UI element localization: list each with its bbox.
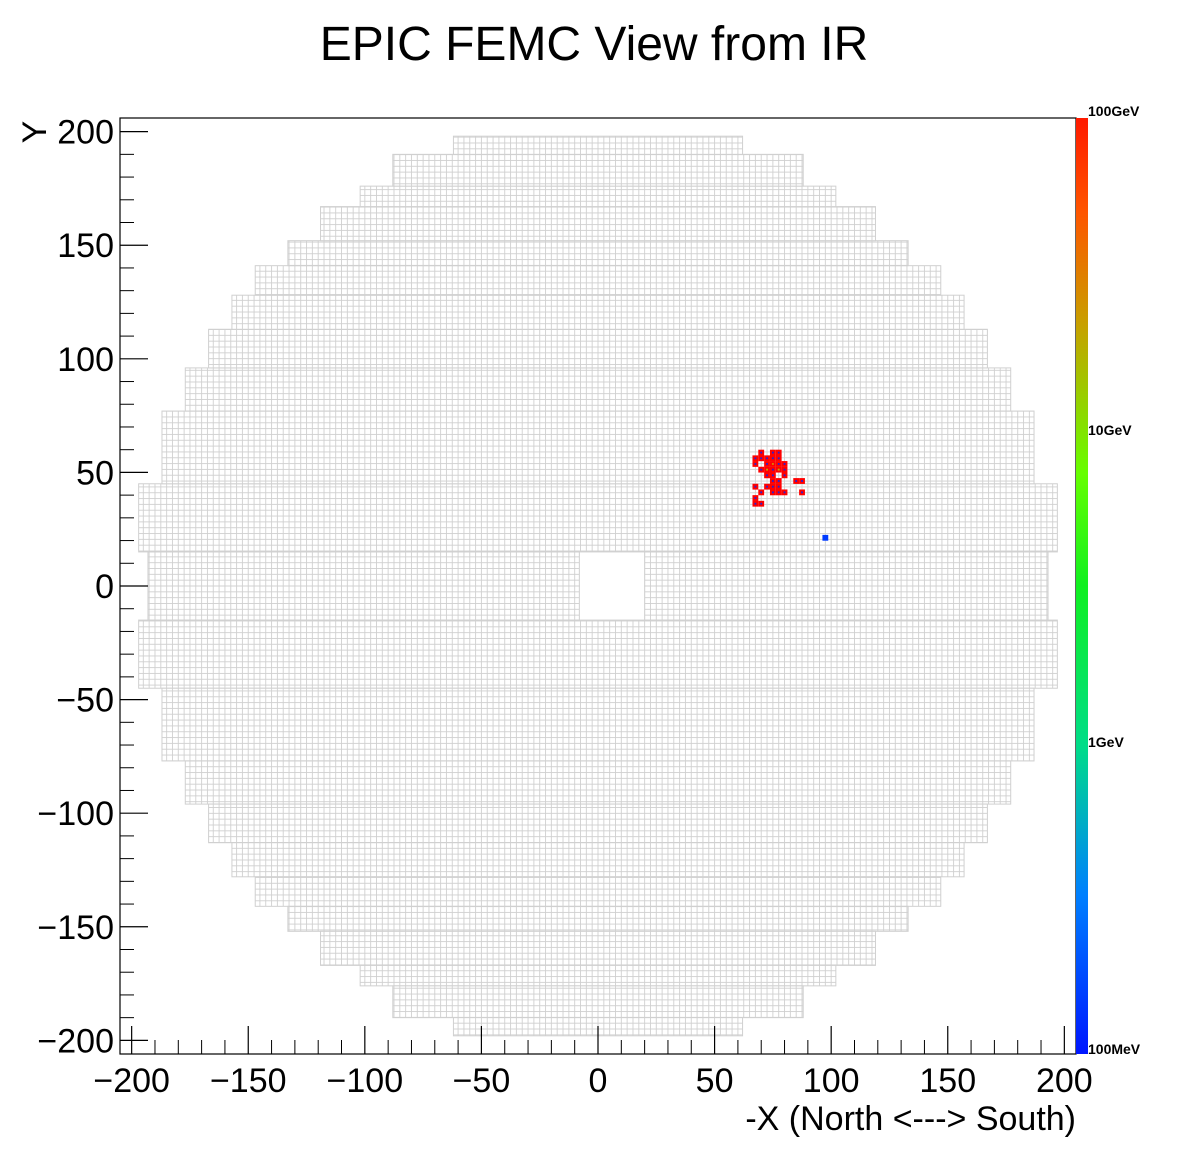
hit-cell-core <box>771 451 774 454</box>
y-tick-label: −150 <box>37 909 114 947</box>
colorbar <box>1076 118 1088 1054</box>
x-tick-label: 100 <box>803 1062 860 1100</box>
hit-cells <box>752 449 829 541</box>
detector-block <box>147 585 580 621</box>
hit-cell-core <box>795 480 798 482</box>
y-tick-label: 150 <box>57 227 114 265</box>
hit-cell-core <box>766 474 768 477</box>
detector-block <box>208 803 988 844</box>
hit-cell-core <box>771 491 774 494</box>
y-tick-label: 200 <box>57 114 114 152</box>
detector-block <box>359 185 837 208</box>
detector-block <box>184 367 1012 412</box>
hit-cell-core <box>754 463 757 465</box>
hit-cell-core <box>777 468 780 471</box>
y-tick-label: −50 <box>56 682 114 720</box>
hit-cell-core <box>777 451 780 454</box>
hit-cell-core <box>771 457 774 460</box>
x-axis-title: -X (North <---> South) <box>745 1100 1076 1138</box>
hit-cell-core <box>760 502 763 505</box>
hit-cell-core <box>754 502 757 505</box>
hit-cell-core <box>783 474 786 477</box>
detector-block <box>359 964 837 987</box>
hit-cell-core <box>766 463 768 465</box>
hit-cell-core <box>754 485 757 488</box>
hit-cell-core <box>783 463 786 465</box>
detector-block <box>138 619 1058 689</box>
detector-block <box>208 328 988 369</box>
hit-cell-core <box>771 474 774 477</box>
x-tick-label: −200 <box>93 1062 170 1100</box>
x-tick-label: 150 <box>919 1062 976 1100</box>
hit-cell-core <box>766 457 768 460</box>
hit-cell <box>822 534 829 541</box>
hit-cell-core <box>766 485 768 488</box>
x-tick-label: −50 <box>453 1062 511 1100</box>
hit-cell-core <box>777 457 780 460</box>
detector-block <box>254 265 942 296</box>
detector-block <box>392 153 804 187</box>
hit-cell-core <box>783 468 786 471</box>
x-tick-label: 200 <box>1036 1062 1093 1100</box>
x-tick-label: −150 <box>210 1062 287 1100</box>
y-axis-title: Y <box>16 121 54 144</box>
detector-grid <box>138 135 1058 1037</box>
hit-cell-core <box>771 480 774 482</box>
detector-block <box>320 206 876 242</box>
detector-block <box>147 551 580 587</box>
detector-block <box>287 905 909 932</box>
hit-cell-core <box>771 485 774 488</box>
y-tick-label: −200 <box>37 1022 114 1060</box>
detector-block <box>644 585 1049 621</box>
hit-cell-core <box>777 491 780 494</box>
chart-title: EPIC FEMC View from IR <box>320 18 869 71</box>
colorbar-label: 1GeV <box>1088 734 1124 750</box>
colorbar-label: 100GeV <box>1088 103 1140 119</box>
hit-cell-core <box>754 497 757 499</box>
hit-cell-core <box>760 451 763 454</box>
hit-cell-core <box>760 491 763 494</box>
hit-cell-core <box>777 480 780 482</box>
detector-block <box>320 930 876 966</box>
y-tick-label: 50 <box>76 454 114 492</box>
hit-cell-core <box>801 491 803 494</box>
detector-block <box>161 687 1035 762</box>
hit-cell-core <box>801 480 803 482</box>
detector-block <box>254 876 942 907</box>
axes: −200 −150 −100 −50 0 50 100 150 200 −200 −150 −100 −… <box>37 114 1092 1100</box>
colorbar-label: 100MeV <box>1088 1041 1141 1057</box>
hit-cell-core <box>760 468 763 471</box>
hit-cell-core <box>754 457 757 460</box>
detector-block <box>138 483 1058 553</box>
hit-cell-core <box>766 468 768 471</box>
x-tick-label: −100 <box>327 1062 404 1100</box>
colorbar-labels: 100GeV 10GeV 1GeV 100MeV <box>1088 103 1141 1057</box>
hit-cell-core <box>771 463 774 465</box>
detector-block <box>231 294 965 330</box>
hit-cell-core <box>777 485 780 488</box>
y-tick-label: −100 <box>37 795 114 833</box>
detector-block <box>287 240 909 267</box>
detector-block <box>231 842 965 878</box>
detector-block <box>644 551 1049 587</box>
hit-cell-core <box>777 463 780 465</box>
hit-cell-core <box>783 491 786 494</box>
x-tick-label: 0 <box>589 1062 608 1100</box>
detector-block <box>452 135 744 155</box>
y-tick-label: 0 <box>95 568 114 606</box>
detector-block <box>392 985 804 1019</box>
x-tick-label: 50 <box>696 1062 734 1100</box>
hit-cell-core <box>771 468 774 471</box>
detector-block <box>184 760 1012 805</box>
y-tick-label: 100 <box>57 341 114 379</box>
colorbar-label: 10GeV <box>1088 422 1132 438</box>
hit-cell-core <box>760 457 763 460</box>
detector-block <box>161 410 1035 485</box>
